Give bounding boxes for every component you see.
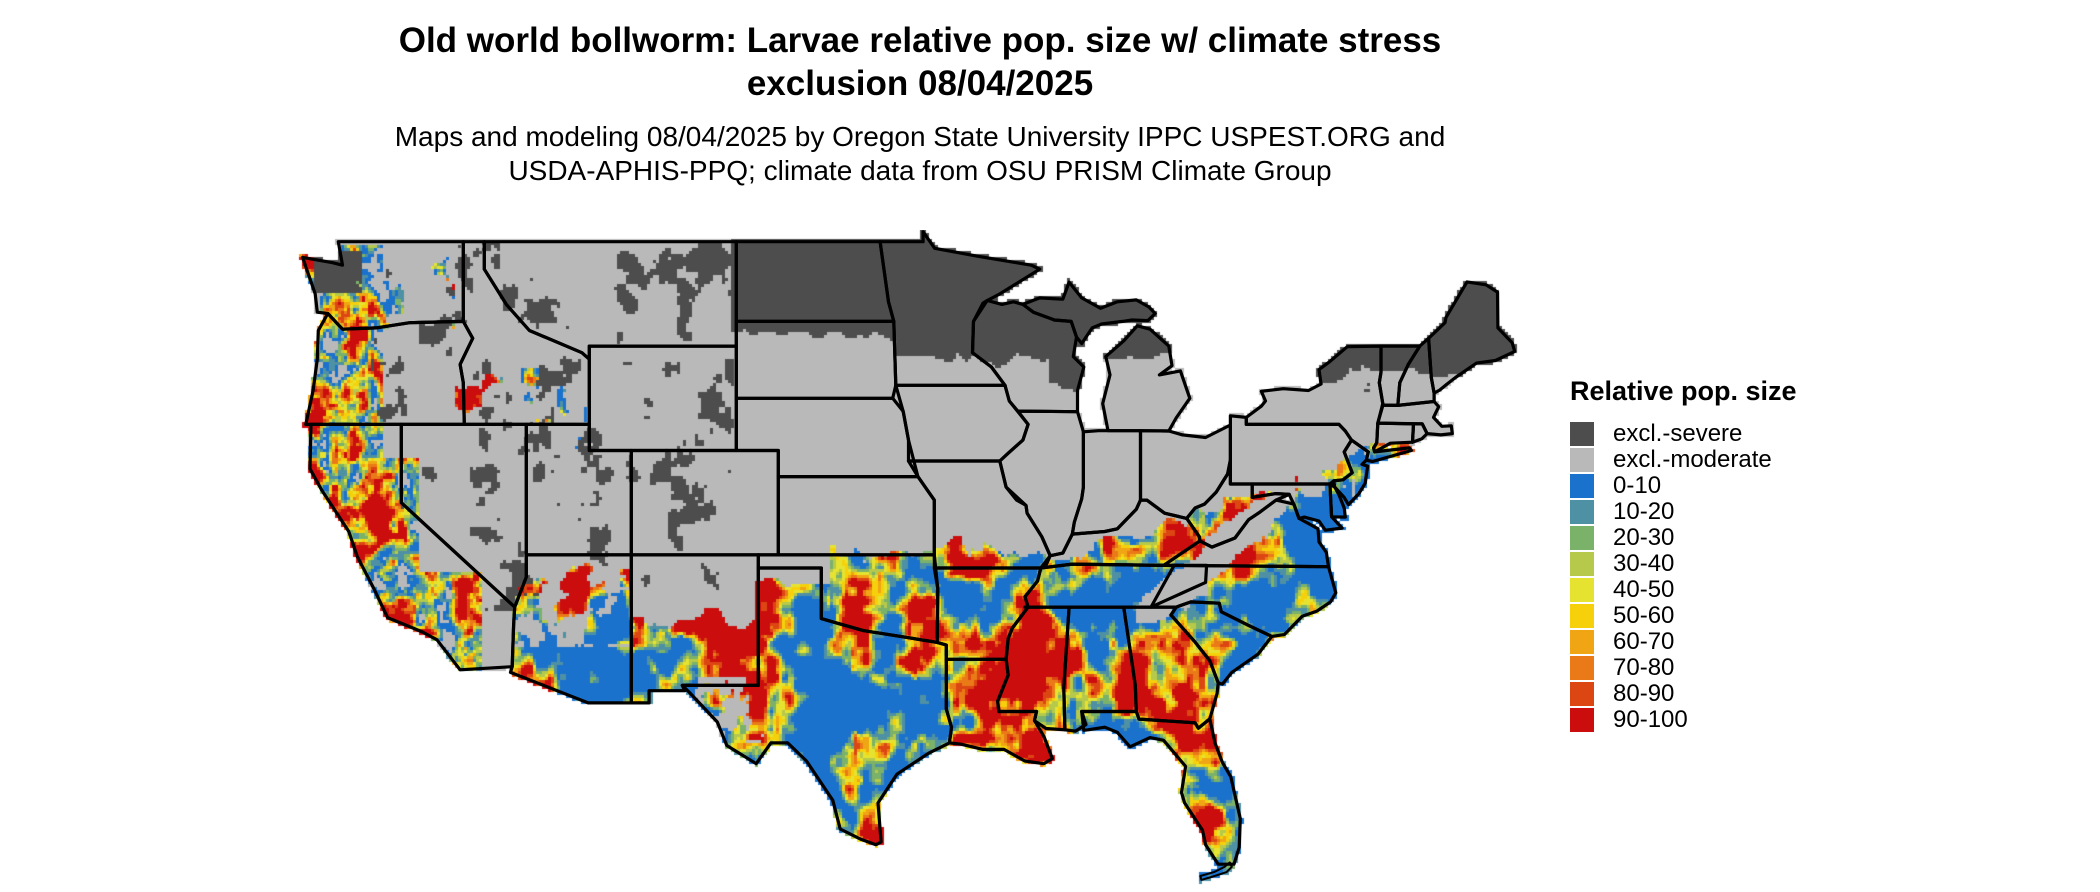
- legend-label: 50-60: [1613, 602, 1675, 629]
- page-title-line2: exclusion 08/04/2025: [746, 63, 1094, 103]
- legend-label: 70-80: [1613, 654, 1675, 681]
- legend-swatch: [1570, 448, 1594, 472]
- legend-label: 90-100: [1613, 706, 1688, 733]
- legend-label: 20-30: [1613, 524, 1675, 551]
- legend: Relative pop. size excl.-severe excl.-mo…: [1570, 376, 2030, 733]
- page-title-line1: Old world bollworm: Larvae relative pop.…: [398, 21, 1442, 60]
- legend-swatch: [1570, 552, 1594, 576]
- page-subtitle: Maps and modeling 08/04/2025 by Oregon S…: [0, 120, 1840, 187]
- population-raster-canvas: [290, 230, 1520, 890]
- legend-entry: 80-90: [1570, 680, 2030, 707]
- legend-entry: 70-80: [1570, 654, 2030, 681]
- legend-entry: 40-50: [1570, 576, 2030, 603]
- legend-swatch: [1570, 708, 1594, 732]
- legend-label: excl.-severe: [1613, 420, 1743, 447]
- legend-entry: excl.-severe: [1570, 420, 2030, 447]
- page-subtitle-line2: USDA-APHIS-PPQ; climate data from OSU PR…: [508, 154, 1332, 186]
- legend-swatch: [1570, 682, 1594, 706]
- legend-swatch: [1570, 422, 1594, 446]
- legend-entry: excl.-moderate: [1570, 446, 2030, 473]
- legend-list: excl.-severe excl.-moderate 0-10 10-20 2…: [1570, 420, 2030, 733]
- state-borders-svg: [301, 230, 1517, 881]
- legend-entry: 50-60: [1570, 602, 2030, 629]
- page-title: Old world bollworm: Larvae relative pop.…: [0, 20, 1840, 105]
- us-population-map: [290, 230, 1520, 890]
- legend-swatch: [1570, 500, 1594, 524]
- legend-entry: 90-100: [1570, 706, 2030, 733]
- legend-label: 40-50: [1613, 576, 1675, 603]
- legend-label: 30-40: [1613, 550, 1675, 577]
- legend-entry: 10-20: [1570, 498, 2030, 525]
- legend-label: 60-70: [1613, 628, 1675, 655]
- legend-swatch: [1570, 578, 1594, 602]
- legend-swatch: [1570, 656, 1594, 680]
- legend-swatch: [1570, 604, 1594, 628]
- legend-swatch: [1570, 526, 1594, 550]
- legend-label: excl.-moderate: [1613, 446, 1772, 473]
- page-subtitle-line1: Maps and modeling 08/04/2025 by Oregon S…: [394, 121, 1446, 152]
- legend-entry: 30-40: [1570, 550, 2030, 577]
- legend-entry: 0-10: [1570, 472, 2030, 499]
- legend-label: 80-90: [1613, 680, 1675, 707]
- legend-swatch: [1570, 474, 1594, 498]
- legend-label: 10-20: [1613, 498, 1675, 525]
- legend-entry: 20-30: [1570, 524, 2030, 551]
- legend-label: 0-10: [1613, 472, 1662, 499]
- legend-swatch: [1570, 630, 1594, 654]
- legend-entry: 60-70: [1570, 628, 2030, 655]
- legend-title: Relative pop. size: [1570, 376, 1797, 406]
